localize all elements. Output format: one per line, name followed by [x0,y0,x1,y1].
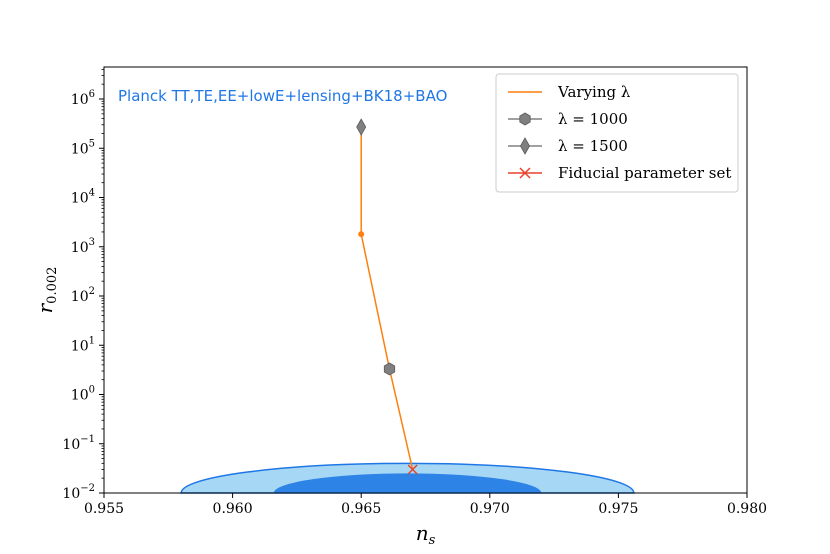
y-tick-label: 102 [71,286,95,305]
legend-label: Fiducial parameter set [558,164,731,182]
plot-frame [103,66,748,494]
x-axis-label: ns [416,521,436,548]
x-tick-label: 0.970 [470,501,510,517]
marker-lambda-1000 [383,362,396,376]
y-tick-label: 10−1 [62,434,95,453]
x-tick-label: 0.965 [341,501,381,517]
y-tick-label: 106 [71,89,95,108]
y-tick-label: 104 [71,188,95,207]
series-layer [356,118,418,475]
legend-x-symbol [519,167,531,179]
contour-inner [273,473,542,493]
y-axis-label-text: r0.002 [33,267,60,314]
marker-fiducial [407,464,418,475]
legend-entry: λ = 1000 [508,110,628,128]
y-tick-label: 10−2 [62,483,95,502]
x-tick-label: 0.960 [213,501,253,517]
legend-box [495,73,739,193]
confidence-contours [180,462,635,494]
legend-entry: Fiducial parameter set [508,164,731,182]
x-stroke [519,167,531,179]
legend-hexagon-symbol [519,112,531,126]
legend-diamond-symbol [520,137,530,155]
series-point [358,231,365,238]
marker-lambda-1500 [356,118,367,136]
legend-label: λ = 1500 [558,137,628,155]
x-tick-label: 0.955 [84,501,124,517]
legend-label: Varying λ [557,83,631,101]
legend-entry: λ = 1500 [508,137,628,155]
y-tick-label: 103 [71,237,95,256]
x-tick-label: 0.980 [727,501,767,517]
y-axis-label: r0.002 [33,267,60,314]
y-axis-ticks: 10−2 10−1 100 101 102 103 104 105 106 [62,68,104,502]
x-axis-label-text: ns [416,521,436,548]
legend-entry: Varying λ [508,83,631,101]
x-tick-label: 0.975 [598,501,638,517]
y-tick-label: 101 [71,335,95,354]
y-tick-label: 100 [71,385,95,404]
y-tick-label: 105 [71,138,95,157]
dataset-annotation: Planck TT,TE,EE+lowE+lensing+BK18+BAO [118,87,447,105]
x-axis-ticks: 0.955 0.960 0.965 0.970 0.975 0.980 [84,493,767,517]
x-stroke [407,464,418,475]
legend: Varying λ λ = 1000 λ = 1500 Fiducial parame… [495,73,739,193]
legend-label: λ = 1000 [558,110,628,128]
series-line-varying-lambda [360,127,414,470]
